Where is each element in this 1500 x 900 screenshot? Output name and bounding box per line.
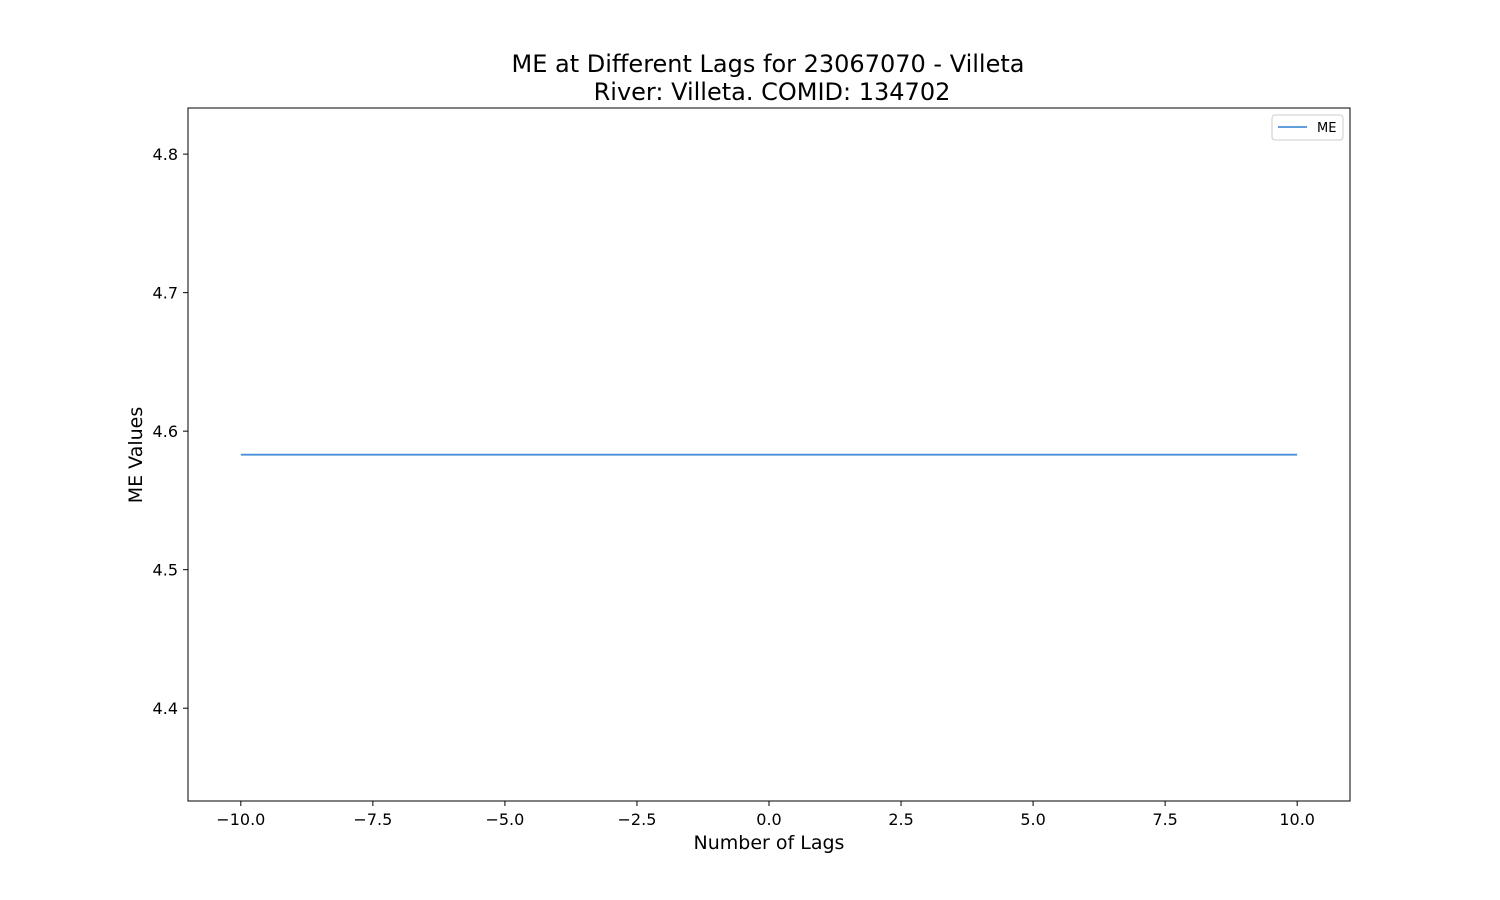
x-tick-label: −2.5 (618, 810, 657, 829)
y-tick-label: 4.5 (153, 561, 178, 580)
legend: ME (1271, 114, 1344, 141)
x-axis-label: Number of Lags (694, 832, 845, 854)
y-tick-label: 4.4 (153, 699, 178, 718)
x-tick-label: 7.5 (1152, 810, 1177, 829)
legend-label-me: ME (1317, 121, 1336, 136)
chart-subtitle: River: Villeta. COMID: 134702 (594, 78, 951, 106)
y-axis-ticks: 4.4 4.5 4.6 4.7 4.8 (153, 145, 188, 718)
plot-frame (187, 107, 1351, 802)
y-tick-label: 4.6 (153, 422, 178, 441)
x-tick-label: −7.5 (353, 810, 392, 829)
x-axis-ticks: −10.0 −7.5 −5.0 −2.5 0.0 2.5 5.0 7.5 10.0 (216, 801, 1315, 829)
x-tick-label: 2.5 (888, 810, 913, 829)
y-tick-label: 4.8 (153, 145, 178, 164)
y-axis-label: ME Values (125, 407, 147, 504)
x-tick-label: 5.0 (1020, 810, 1045, 829)
legend-box (1271, 114, 1344, 141)
x-tick-label: −10.0 (216, 810, 265, 829)
x-tick-label: 10.0 (1279, 810, 1315, 829)
x-tick-label: 0.0 (756, 810, 781, 829)
chart-title: ME at Different Lags for 23067070 - Vill… (512, 50, 1025, 78)
x-tick-label: −5.0 (485, 810, 524, 829)
y-tick-label: 4.7 (153, 284, 178, 303)
